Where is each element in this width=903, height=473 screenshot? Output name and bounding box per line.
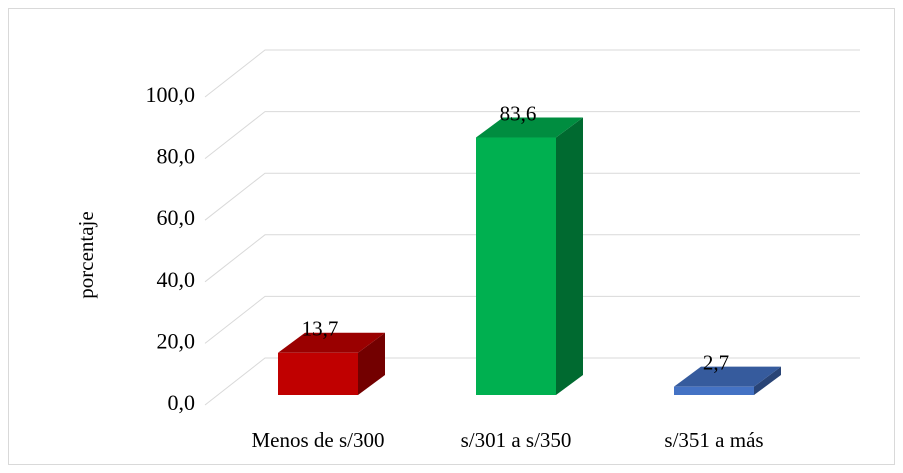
bar	[278, 352, 358, 395]
bar-top	[674, 366, 781, 387]
bar	[476, 137, 556, 395]
data-label: 83,6	[500, 101, 537, 125]
y-tick-label: 20,0	[157, 328, 196, 353]
y-tick-label: 60,0	[157, 205, 196, 230]
data-label: 2,7	[703, 350, 729, 374]
x-tick-label: s/351 a más	[664, 428, 763, 452]
y-tick-label: 80,0	[157, 144, 196, 169]
y-tick-label: 100,0	[146, 82, 196, 107]
bar-side	[358, 332, 385, 395]
y-axis-label: porcentaje	[74, 211, 98, 298]
grid-line	[204, 111, 860, 159]
data-label: 13,7	[302, 317, 339, 341]
grid-line	[204, 49, 860, 98]
bar	[674, 386, 754, 395]
x-tick-label: Menos de s/300	[252, 428, 385, 452]
grid-line	[204, 172, 860, 221]
y-tick-label: 40,0	[157, 267, 196, 292]
y-tick-label: 0,0	[168, 390, 196, 415]
grid-line	[204, 357, 860, 406]
chart-border	[8, 8, 895, 465]
bar-side	[754, 366, 781, 395]
x-tick-label: s/301 a s/350	[461, 428, 572, 452]
bar-side	[556, 117, 583, 396]
grid-line	[204, 295, 860, 344]
grid-line	[204, 234, 860, 283]
bar-top	[476, 117, 583, 138]
bar-top	[278, 332, 385, 353]
